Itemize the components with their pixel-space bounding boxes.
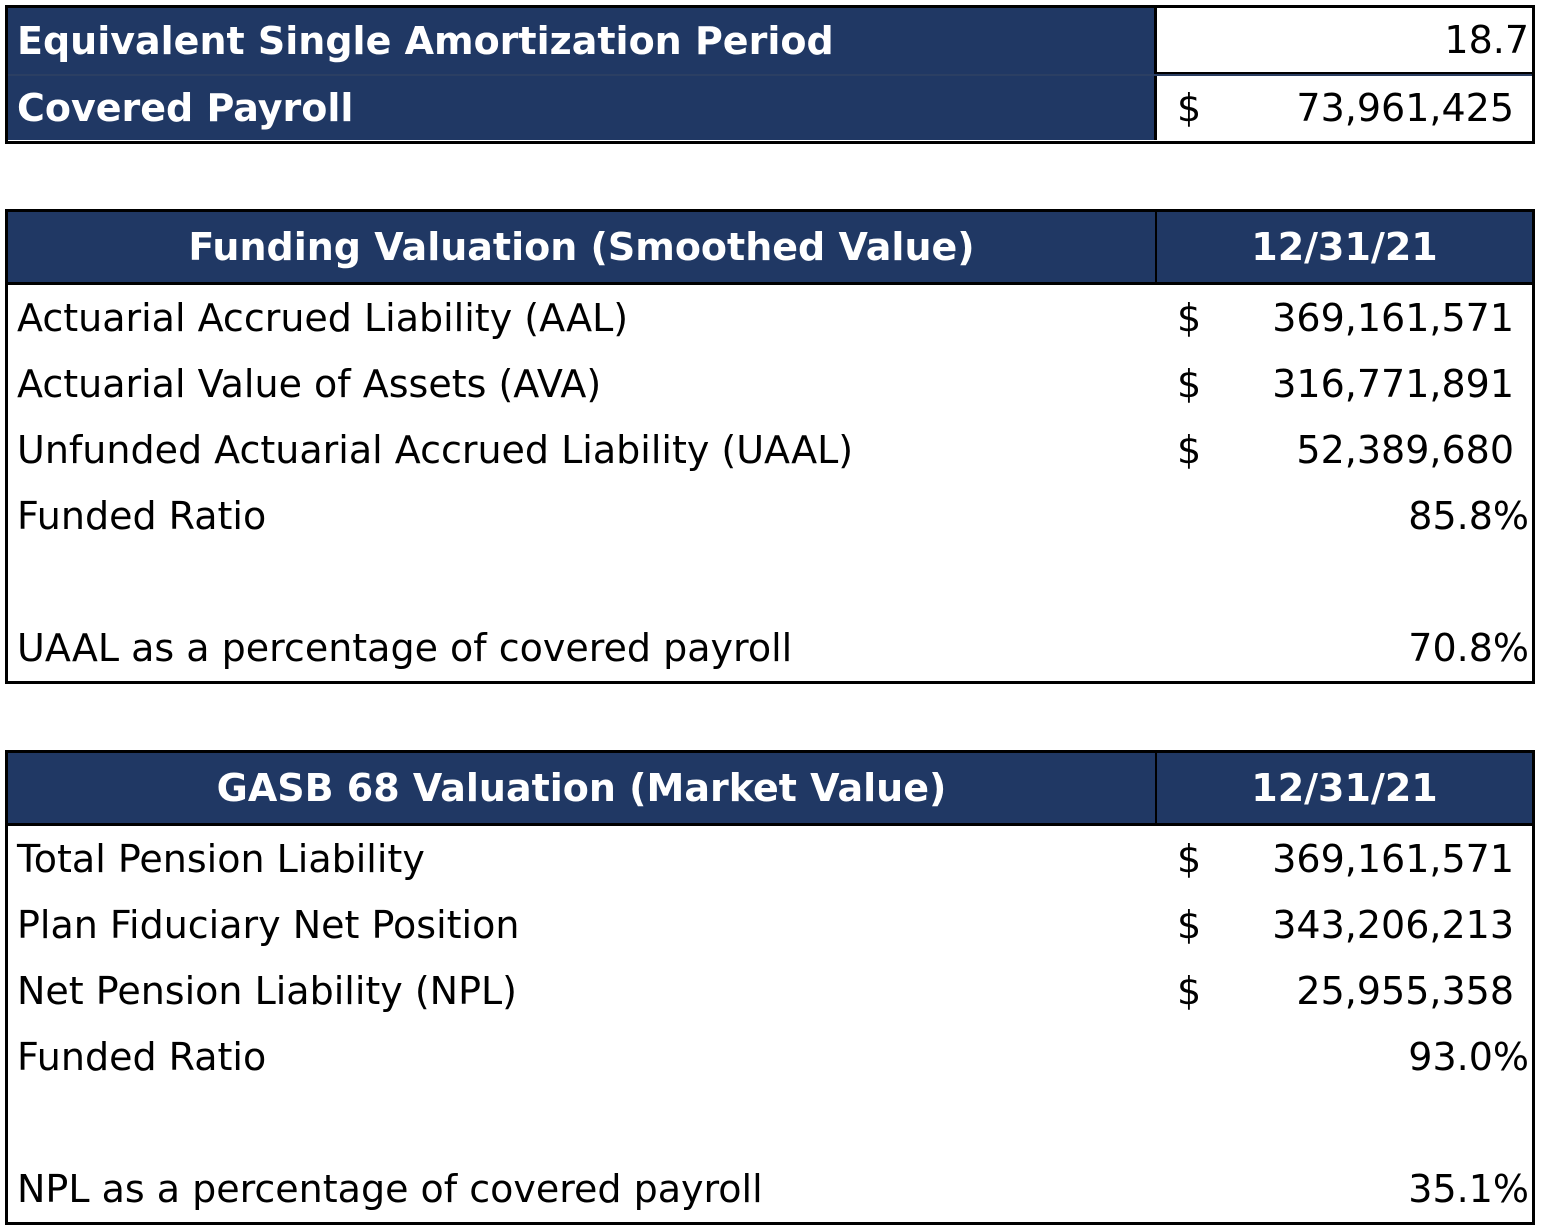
gasb-header-date: 12/31/21: [1251, 766, 1438, 810]
covered-payroll-cell: $ 73,961,425: [1157, 76, 1532, 140]
currency-symbol: $: [1177, 296, 1202, 340]
gasb-row-npl: Net Pension Liability (NPL) $ 25,955,358: [8, 958, 1532, 1024]
covered-payroll-label: Covered Payroll: [8, 76, 1157, 140]
row-label: Funded Ratio: [17, 494, 267, 538]
row-value: 93.0%: [1408, 1035, 1529, 1079]
funding-row-aal: Actuarial Accrued Liability (AAL) $ 369,…: [8, 285, 1532, 351]
row-label: UAAL as a percentage of covered payroll: [17, 626, 793, 670]
row-value: 369,161,571: [1272, 837, 1514, 881]
currency-symbol: $: [1177, 969, 1202, 1013]
row-value-cell: $ 25,955,358: [1157, 958, 1532, 1024]
funding-header-label: Funding Valuation (Smoothed Value): [8, 212, 1157, 282]
funding-row-uaal: Unfunded Actuarial Accrued Liability (UA…: [8, 417, 1532, 483]
row-value: 70.8%: [1408, 626, 1529, 670]
funding-row-ava: Actuarial Value of Assets (AVA) $ 316,77…: [8, 351, 1532, 417]
covered-payroll-row: Covered Payroll $ 73,961,425: [8, 74, 1532, 140]
amortization-period-value: 18.7: [1444, 18, 1529, 62]
gasb-row-npl-pct: NPL as a percentage of covered payroll 3…: [8, 1156, 1532, 1222]
row-value-cell: $ 343,206,213: [1157, 892, 1532, 958]
row-value: 25,955,358: [1296, 969, 1514, 1013]
row-label: Funded Ratio: [17, 1035, 267, 1079]
row-value-cell: $ 369,161,571: [1157, 285, 1532, 351]
row-value-cell: 93.0%: [1157, 1024, 1532, 1090]
funding-valuation-table: Funding Valuation (Smoothed Value) 12/31…: [5, 209, 1535, 684]
summary-table: Equivalent Single Amortization Period 18…: [5, 5, 1535, 144]
gasb-row-fnp: Plan Fiduciary Net Position $ 343,206,21…: [8, 892, 1532, 958]
row-value-cell: $ 316,771,891: [1157, 351, 1532, 417]
gasb-row-tpl: Total Pension Liability $ 369,161,571: [8, 826, 1532, 892]
gasb-header-row: GASB 68 Valuation (Market Value) 12/31/2…: [8, 753, 1532, 826]
row-value-cell: 85.8%: [1157, 483, 1532, 549]
row-value-cell: 35.1%: [1157, 1156, 1532, 1222]
row-label: Net Pension Liability (NPL): [17, 969, 518, 1013]
currency-symbol: $: [1177, 428, 1202, 472]
row-label: Actuarial Value of Assets (AVA): [17, 362, 602, 406]
row-value-cell: 70.8%: [1157, 615, 1532, 681]
row-label: Total Pension Liability: [17, 837, 425, 881]
funding-header-row: Funding Valuation (Smoothed Value) 12/31…: [8, 212, 1532, 285]
row-label: NPL as a percentage of covered payroll: [17, 1167, 763, 1211]
gasb-row-funded-ratio: Funded Ratio 93.0%: [8, 1024, 1532, 1090]
funding-row-uaal-pct: UAAL as a percentage of covered payroll …: [8, 615, 1532, 681]
funding-row-funded-ratio: Funded Ratio 85.8%: [8, 483, 1532, 549]
row-value: 52,389,680: [1296, 428, 1514, 472]
row-value: 369,161,571: [1272, 296, 1514, 340]
row-value: 343,206,213: [1272, 903, 1514, 947]
row-value: 316,771,891: [1272, 362, 1514, 406]
currency-symbol: $: [1177, 362, 1202, 406]
gasb-header-label: GASB 68 Valuation (Market Value): [8, 753, 1157, 823]
spacer-row: [8, 549, 1532, 615]
covered-payroll-value: 73,961,425: [1296, 86, 1514, 130]
amortization-period-cell: 18.7: [1157, 8, 1532, 74]
row-value-cell: $ 369,161,571: [1157, 826, 1532, 892]
funding-header-date: 12/31/21: [1251, 225, 1438, 269]
amortization-period-row: Equivalent Single Amortization Period 18…: [8, 8, 1532, 74]
spacer-row: [8, 1090, 1532, 1156]
row-value-cell: $ 52,389,680: [1157, 417, 1532, 483]
row-label: Actuarial Accrued Liability (AAL): [17, 296, 629, 340]
row-label: Unfunded Actuarial Accrued Liability (UA…: [17, 428, 854, 472]
row-value: 85.8%: [1408, 494, 1529, 538]
amortization-period-label: Equivalent Single Amortization Period: [8, 8, 1157, 74]
currency-symbol: $: [1177, 86, 1202, 130]
row-label: Plan Fiduciary Net Position: [17, 903, 520, 947]
row-value: 35.1%: [1408, 1167, 1529, 1211]
currency-symbol: $: [1177, 903, 1202, 947]
currency-symbol: $: [1177, 837, 1202, 881]
gasb68-valuation-table: GASB 68 Valuation (Market Value) 12/31/2…: [5, 750, 1535, 1225]
